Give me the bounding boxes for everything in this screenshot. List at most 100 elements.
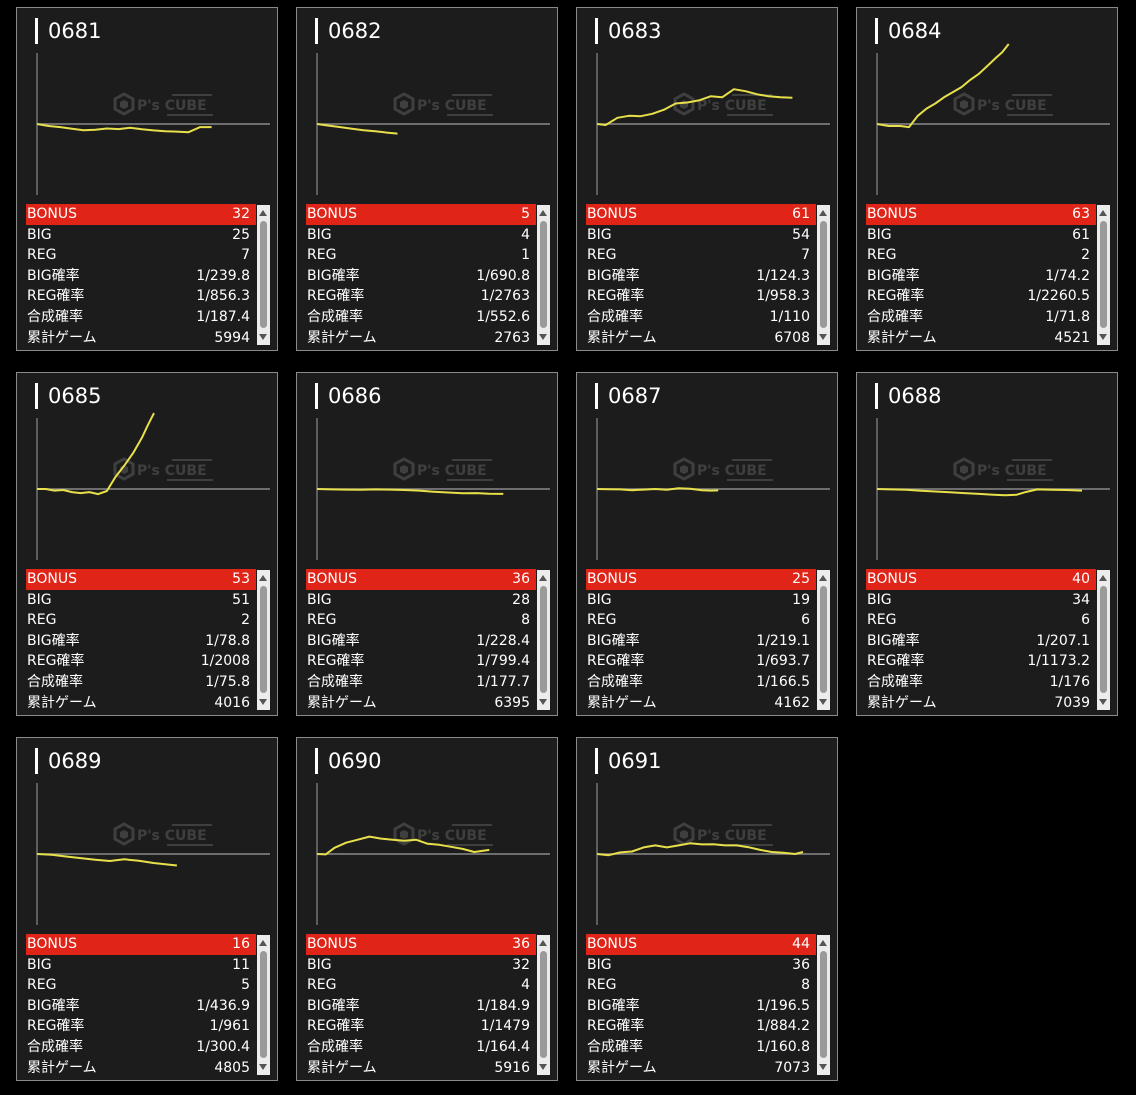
cube-logo-icon (113, 822, 135, 846)
machine-card-0683[interactable]: P's CUBE 0683 BONUS 61 BIG 54 REG 7 BIG確率 1/… (576, 7, 838, 351)
watermark-text: P's CUBE (417, 98, 487, 114)
bonus-value: 32 (232, 206, 250, 222)
bonus-value: 25 (792, 571, 810, 587)
scroll-down-arrow-icon[interactable] (539, 334, 547, 340)
total-games-label: 累計ゲーム (27, 1059, 97, 1076)
scroll-down-arrow-icon[interactable] (1099, 699, 1107, 705)
reg-row: REG 2 (866, 245, 1096, 266)
machine-card-0682[interactable]: P's CUBE 0682 BONUS 5 BIG 4 REG 1 BIG確率 1/69… (296, 7, 558, 351)
machine-card-0690[interactable]: P's CUBE 0690 BONUS 36 BIG 32 REG 4 BIG確率 1/… (296, 737, 558, 1081)
scroll-up-arrow-icon[interactable] (819, 940, 827, 946)
combined-rate-row: 合成確率 1/300.4 (26, 1037, 256, 1058)
bonus-label: BONUS (587, 936, 637, 952)
scrollbar-thumb[interactable] (1100, 221, 1107, 328)
scrollbar-thumb[interactable] (260, 951, 267, 1058)
scroll-up-arrow-icon[interactable] (819, 210, 827, 216)
big-rate-row: BIG確率 1/228.4 (306, 631, 536, 652)
stats-scrollbar[interactable] (537, 205, 550, 345)
scroll-up-arrow-icon[interactable] (539, 210, 547, 216)
machine-number: 0690 (315, 748, 381, 774)
machine-card-0689[interactable]: P's CUBE 0689 BONUS 16 BIG 11 REG 5 BIG確率 1/… (16, 737, 278, 1081)
total-games-value: 6708 (774, 329, 810, 346)
combined-rate-value: 1/166.5 (756, 673, 810, 690)
big-value: 4 (521, 226, 530, 243)
scrollbar-thumb[interactable] (540, 951, 547, 1058)
bonus-value: 63 (1072, 206, 1090, 222)
stats-scrollbar[interactable] (257, 205, 270, 345)
stats-scrollbar[interactable] (817, 205, 830, 345)
combined-rate-value: 1/300.4 (196, 1038, 250, 1055)
scroll-up-arrow-icon[interactable] (259, 940, 267, 946)
combined-rate-label: 合成確率 (27, 1038, 83, 1055)
big-label: BIG (307, 956, 332, 973)
total-games-value: 7039 (1054, 694, 1090, 711)
scrollbar-thumb[interactable] (260, 586, 267, 693)
machine-card-0681[interactable]: P's CUBE 0681 BONUS 32 BIG 25 REG 7 BIG確率 1/… (16, 7, 278, 351)
scrollbar-thumb[interactable] (820, 221, 827, 328)
scroll-down-arrow-icon[interactable] (819, 699, 827, 705)
bonus-label: BONUS (27, 206, 77, 222)
reg-value: 8 (521, 612, 530, 629)
stats-scrollbar[interactable] (817, 570, 830, 710)
stats-scrollbar[interactable] (257, 570, 270, 710)
scroll-up-arrow-icon[interactable] (539, 575, 547, 581)
scroll-down-arrow-icon[interactable] (259, 1064, 267, 1070)
total-games-label: 累計ゲーム (587, 694, 657, 711)
big-rate-row: BIG確率 1/184.9 (306, 996, 536, 1017)
machine-card-0686[interactable]: P's CUBE 0686 BONUS 36 BIG 28 REG 8 BIG確率 1/… (296, 372, 558, 716)
scrollbar-thumb[interactable] (540, 586, 547, 693)
machine-card-0691[interactable]: P's CUBE 0691 BONUS 44 BIG 36 REG 8 BIG確率 1/… (576, 737, 838, 1081)
scrollbar-thumb[interactable] (820, 951, 827, 1058)
scroll-down-arrow-icon[interactable] (1099, 334, 1107, 340)
scroll-up-arrow-icon[interactable] (1099, 575, 1107, 581)
scroll-down-arrow-icon[interactable] (259, 699, 267, 705)
scroll-up-arrow-icon[interactable] (819, 575, 827, 581)
combined-rate-value: 1/164.4 (476, 1038, 530, 1055)
scroll-down-arrow-icon[interactable] (539, 699, 547, 705)
scroll-down-arrow-icon[interactable] (539, 1064, 547, 1070)
scrollbar-thumb[interactable] (260, 221, 267, 328)
reg-rate-row: REG確率 1/884.2 (586, 1016, 816, 1037)
machine-card-0684[interactable]: P's CUBE 0684 BONUS 63 BIG 61 REG 2 BIG確率 1/… (856, 7, 1118, 351)
reg-label: REG (307, 977, 337, 994)
big-row: BIG 28 (306, 590, 536, 611)
cube-logo-icon (953, 457, 975, 481)
stats-scrollbar[interactable] (817, 935, 830, 1075)
watermark-text: P's CUBE (137, 463, 207, 479)
watermark-logo: P's CUBE (393, 457, 493, 481)
reg-rate-value: 1/2763 (480, 288, 530, 305)
scrollbar-thumb[interactable] (820, 586, 827, 693)
scroll-up-arrow-icon[interactable] (259, 575, 267, 581)
big-rate-row: BIG確率 1/239.8 (26, 266, 256, 287)
scrollbar-thumb[interactable] (540, 221, 547, 328)
scroll-up-arrow-icon[interactable] (1099, 210, 1107, 216)
watermark-text: P's CUBE (977, 98, 1047, 114)
total-games-value: 6395 (494, 694, 530, 711)
slump-graph: P's CUBE (36, 783, 270, 925)
machine-card-0687[interactable]: P's CUBE 0687 BONUS 25 BIG 19 REG 6 BIG確率 1/… (576, 372, 838, 716)
scroll-up-arrow-icon[interactable] (259, 210, 267, 216)
stats-scrollbar[interactable] (537, 570, 550, 710)
reg-rate-row: REG確率 1/2763 (306, 286, 536, 307)
reg-rate-label: REG確率 (27, 1018, 85, 1035)
stats-scrollbar[interactable] (537, 935, 550, 1075)
stats-table: BONUS 63 BIG 61 REG 2 BIG確率 1/74.2 REG確率 1/22… (866, 204, 1096, 348)
big-row: BIG 54 (586, 225, 816, 246)
scrollbar-thumb[interactable] (1100, 586, 1107, 693)
stats-scrollbar[interactable] (1097, 570, 1110, 710)
scroll-down-arrow-icon[interactable] (819, 334, 827, 340)
reg-label: REG (587, 977, 617, 994)
scroll-up-arrow-icon[interactable] (539, 940, 547, 946)
big-rate-label: BIG確率 (27, 997, 80, 1014)
cube-logo-icon (113, 92, 135, 116)
machine-card-0688[interactable]: P's CUBE 0688 BONUS 40 BIG 34 REG 6 BIG確率 1/… (856, 372, 1118, 716)
reg-rate-row: REG確率 1/961 (26, 1016, 256, 1037)
machine-card-0685[interactable]: P's CUBE 0685 BONUS 53 BIG 51 REG 2 BIG確率 1/… (16, 372, 278, 716)
big-value: 32 (512, 956, 530, 973)
combined-rate-row: 合成確率 1/552.6 (306, 307, 536, 328)
scroll-down-arrow-icon[interactable] (819, 1064, 827, 1070)
reg-row: REG 6 (586, 610, 816, 631)
scroll-down-arrow-icon[interactable] (259, 334, 267, 340)
stats-scrollbar[interactable] (1097, 205, 1110, 345)
stats-scrollbar[interactable] (257, 935, 270, 1075)
